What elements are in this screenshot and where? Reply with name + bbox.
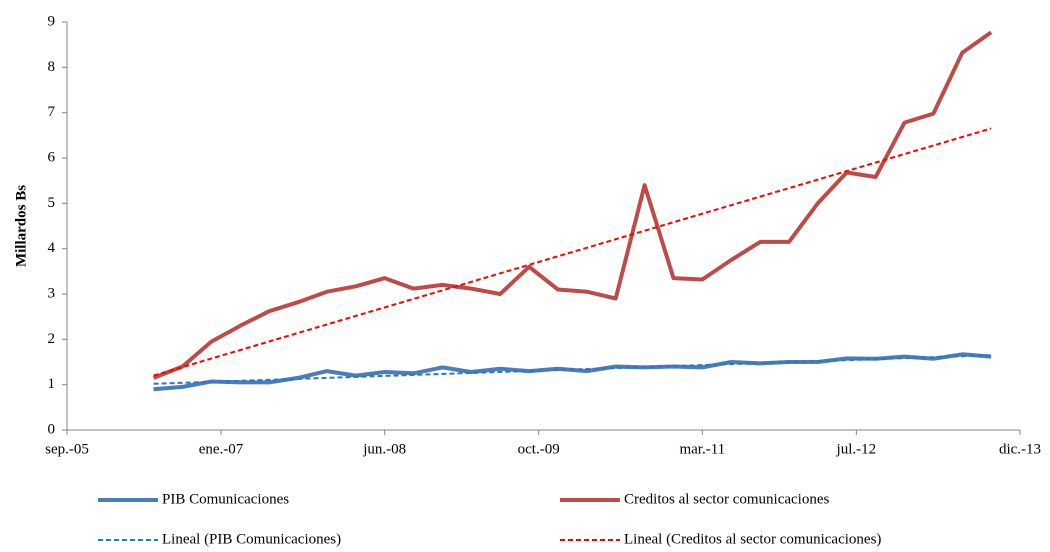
x-tick-label: jul.-12 — [836, 441, 877, 457]
y-tick-label: 8 — [48, 59, 56, 75]
y-tick-label: 0 — [48, 421, 56, 437]
y-tick-label: 5 — [48, 195, 56, 211]
x-tick-label: mar.-11 — [679, 441, 725, 457]
x-tick-label: jun.-08 — [362, 441, 406, 457]
x-tick-label: sep.-05 — [45, 441, 89, 457]
x-tick-label: dic.-13 — [999, 441, 1041, 457]
series-line — [152, 30, 993, 380]
y-axis-label: Millardos Bs — [13, 185, 29, 267]
y-tick-label: 7 — [48, 104, 56, 120]
trend-line — [153, 127, 992, 377]
legend-label: Lineal (PIB Comunicaciones) — [162, 531, 341, 547]
x-tick-label: oct.-09 — [518, 441, 560, 457]
legend-label: PIB Comunicaciones — [162, 491, 289, 507]
y-tick-label: 6 — [48, 149, 56, 165]
y-tick-label: 2 — [48, 331, 56, 347]
trend-line — [153, 354, 992, 385]
x-tick-label: ene.-07 — [199, 441, 244, 457]
y-tick-label: 4 — [48, 240, 56, 256]
legend-label: Creditos al sector comunicaciones — [624, 491, 830, 507]
legend-label: Lineal (Creditos al sector comunicacione… — [624, 531, 881, 547]
y-tick-label: 3 — [48, 285, 56, 301]
y-tick-label: 9 — [48, 13, 56, 29]
y-tick-label: 1 — [48, 376, 56, 392]
